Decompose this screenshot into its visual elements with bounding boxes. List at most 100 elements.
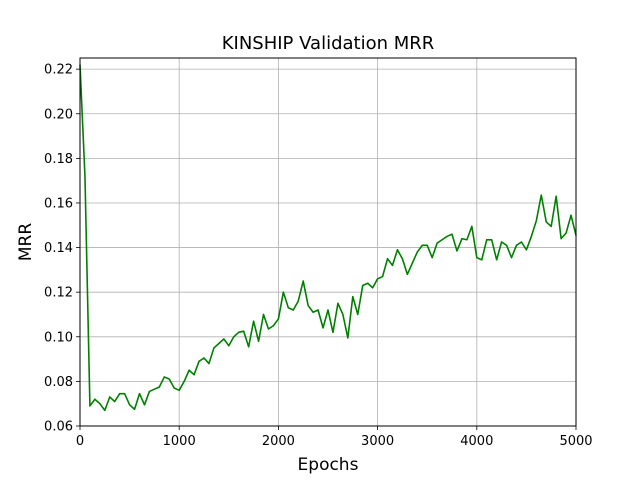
data-point [570, 214, 572, 216]
data-point [233, 336, 235, 338]
data-point [441, 239, 443, 241]
data-point [550, 225, 552, 227]
data-point [114, 400, 116, 403]
data-point [173, 387, 175, 389]
data-point [431, 257, 433, 259]
data-point [257, 340, 260, 342]
data-point [391, 264, 394, 267]
data-point [486, 239, 488, 241]
data-point [362, 284, 364, 287]
y-tick-label: 0.22 [44, 63, 73, 78]
data-point [248, 346, 250, 348]
data-point [352, 296, 354, 298]
data-point [535, 220, 537, 222]
data-point [138, 393, 141, 395]
data-point [153, 388, 155, 390]
data-point [491, 239, 493, 241]
data-point [183, 380, 185, 382]
data-point [377, 278, 379, 280]
data-point [565, 232, 567, 234]
data-point [466, 239, 468, 241]
x-axis-label: Epochs [298, 455, 359, 475]
data-point [213, 347, 215, 349]
data-point [501, 241, 503, 243]
data-point [347, 337, 349, 339]
data-point [525, 249, 528, 251]
data-point [163, 376, 165, 378]
data-point [143, 404, 146, 406]
data-point [446, 235, 448, 238]
data-point [178, 389, 180, 391]
data-point [133, 408, 136, 410]
data-point [337, 302, 339, 304]
x-tick-label: 0 [76, 434, 84, 449]
data-point [84, 175, 86, 177]
data-point [272, 325, 275, 327]
data-point [307, 304, 309, 307]
data-point [372, 287, 374, 289]
data-point [158, 386, 160, 388]
series-layer [79, 64, 577, 412]
data-point [104, 409, 106, 411]
data-point [471, 225, 473, 227]
data-point [188, 369, 190, 371]
data-point [253, 320, 255, 322]
data-point [411, 262, 413, 264]
data-point [317, 309, 319, 311]
data-point [267, 328, 270, 330]
data-point [560, 238, 562, 240]
y-tick-label: 0.10 [44, 330, 73, 345]
data-point [203, 357, 205, 359]
data-point [218, 342, 220, 345]
data-point [327, 309, 329, 311]
data-point [89, 405, 91, 407]
data-point [461, 238, 463, 240]
x-tick-label: 3000 [361, 434, 394, 449]
data-point [282, 291, 284, 293]
data-point [238, 331, 240, 333]
data-point [436, 242, 438, 244]
data-point [520, 241, 523, 243]
data-point [505, 244, 508, 246]
data-point [148, 390, 151, 393]
data-point [451, 233, 453, 235]
data-point [510, 257, 513, 259]
data-point [109, 396, 111, 398]
data-point [386, 258, 389, 260]
data-point [367, 282, 369, 284]
data-point [381, 275, 384, 278]
y-axis: 0.06 0.08 0.10 0.12 0.14 0.16 0.18 0.20 0.22 [44, 63, 80, 435]
y-tick-label: 0.18 [44, 152, 73, 167]
data-point [94, 398, 96, 400]
data-point [332, 331, 334, 333]
data-point [476, 257, 478, 259]
data-point [302, 280, 304, 282]
data-point [342, 313, 344, 316]
data-point [228, 345, 230, 347]
x-tick-label: 4000 [460, 434, 493, 449]
data-point [262, 313, 265, 316]
data-point [481, 259, 483, 261]
data-point [545, 221, 547, 223]
y-axis-label: MRR [16, 223, 36, 261]
data-point [243, 330, 245, 332]
data-point [456, 250, 458, 252]
data-point [129, 404, 131, 406]
chart-title: KINSHIP Validation MRR [222, 33, 435, 54]
data-point [208, 362, 210, 365]
data-point [198, 360, 200, 362]
data-point [555, 195, 557, 197]
data-point [406, 273, 408, 275]
data-point [416, 251, 418, 253]
data-point [292, 309, 294, 311]
data-point [396, 249, 399, 251]
x-tick-label: 5000 [559, 434, 592, 449]
x-tick-label: 1000 [163, 434, 196, 449]
data-point [540, 194, 542, 196]
y-tick-label: 0.12 [44, 286, 73, 301]
data-point [322, 327, 324, 329]
data-point [193, 374, 195, 376]
data-point [312, 311, 314, 313]
